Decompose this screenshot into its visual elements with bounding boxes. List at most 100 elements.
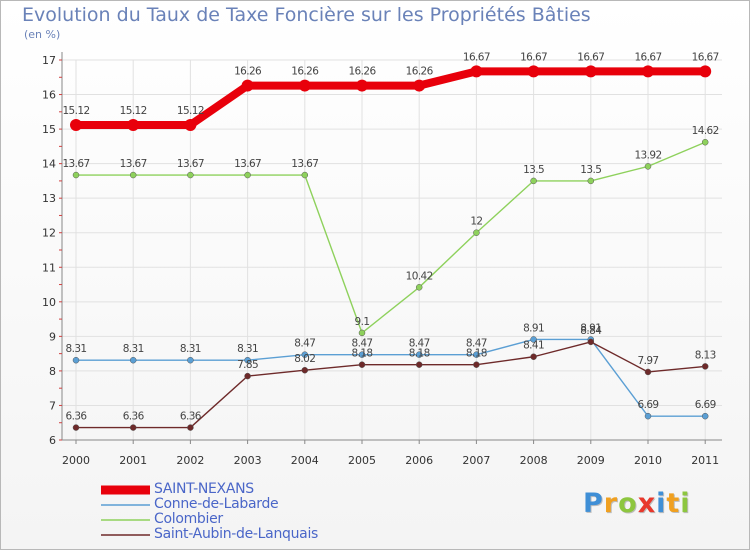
data-point-conne-de-labarde [701, 412, 709, 420]
y-tick-label: 10 [42, 296, 56, 309]
x-tick-label: 2002 [176, 454, 204, 467]
series-lines [70, 65, 712, 431]
x-tick-label: 2008 [520, 454, 548, 467]
data-label-colombier: 10.42 [406, 270, 433, 282]
grid [62, 59, 722, 441]
data-label-saint-nexans: 16.26 [234, 66, 262, 78]
data-label-conne-de-labarde: 8.31 [123, 343, 144, 355]
data-point-conne-de-labarde [129, 356, 137, 364]
data-label-colombier: 13.67 [62, 158, 89, 170]
data-label-colombier: 13.5 [580, 164, 601, 176]
y-tick-label: 12 [42, 227, 56, 240]
x-tick-label: 2003 [234, 454, 262, 467]
data-point-saint-aubin-de-lanquais [473, 361, 480, 368]
data-label-saint-aubin-de-lanquais: 8.02 [294, 353, 315, 365]
data-point-saint-aubin-de-lanquais [301, 366, 309, 374]
data-label-saint-aubin-de-lanquais: 8.41 [523, 340, 544, 352]
data-point-saint-nexans [127, 118, 140, 131]
y-tick-label: 17 [42, 54, 56, 67]
data-label-saint-aubin-de-lanquais: 6.36 [66, 411, 88, 423]
data-label-colombier: 13.92 [634, 149, 661, 161]
data-label-saint-aubin-de-lanquais: 6.36 [123, 411, 145, 423]
data-point-saint-aubin-de-lanquais [72, 424, 80, 431]
data-label-saint-nexans: 16.67 [463, 51, 490, 63]
x-tick-label: 2011 [691, 454, 719, 467]
axes: 6 7 8 9 10 11 12 13 14 15 16 17 2000 2001 2002 2003 2004… [42, 52, 722, 467]
data-label-saint-aubin-de-lanquais: 8.13 [695, 349, 716, 361]
y-tick-label: 8 [49, 365, 56, 378]
data-point-conne-de-labarde [301, 351, 309, 358]
data-point-saint-nexans [356, 79, 368, 92]
data-label-conne-de-labarde: 8.47 [294, 338, 315, 350]
data-point-colombier [72, 171, 80, 179]
data-point-colombier [530, 177, 537, 185]
y-tick-label: 9 [49, 330, 56, 343]
y-axis-unit: (en %) [24, 28, 61, 41]
data-point-conne-de-labarde [644, 412, 652, 420]
data-point-saint-aubin-de-lanquais [358, 361, 366, 368]
data-point-colombier [129, 171, 137, 179]
logo-letter: i [656, 488, 667, 519]
data-point-conne-de-labarde [530, 336, 537, 343]
data-point-colombier [187, 171, 194, 179]
y-tick-label: 16 [42, 89, 56, 102]
data-point-saint-aubin-de-lanquais [587, 338, 595, 346]
data-label-saint-aubin-de-lanquais: 6.36 [180, 411, 202, 423]
legend-label-colombier: Colombier [154, 511, 223, 527]
data-point-conne-de-labarde [187, 356, 194, 364]
data-point-saint-aubin-de-lanquais [701, 363, 709, 370]
data-point-saint-nexans [241, 79, 254, 92]
x-tick-label: 2010 [634, 454, 662, 467]
data-label-conne-de-labarde: 8.47 [466, 338, 487, 350]
data-label-saint-nexans: 16.67 [520, 51, 547, 63]
data-label-saint-nexans: 16.67 [692, 51, 719, 63]
line-chart: 6 7 8 9 10 11 12 13 14 15 16 17 2000 2001 2002 2003 2004… [42, 51, 722, 467]
logo-letter: i [680, 488, 691, 519]
y-tick-label: 15 [42, 123, 56, 136]
data-point-conne-de-labarde [415, 351, 423, 358]
data-label-saint-aubin-de-lanquais: 8.18 [466, 348, 487, 360]
data-label-conne-de-labarde: 8.47 [409, 338, 430, 350]
data-label-saint-nexans: 16.26 [406, 66, 434, 78]
proxiti-logo: Proxiti [583, 488, 691, 519]
data-label-colombier: 13.67 [291, 158, 318, 170]
data-point-saint-nexans [298, 79, 311, 92]
logo-letter: t [666, 488, 681, 519]
data-point-colombier [244, 171, 251, 179]
data-label-saint-nexans: 15.12 [120, 105, 147, 117]
data-point-colombier [473, 229, 480, 236]
data-label-conne-de-labarde: 6.69 [695, 399, 716, 411]
data-label-saint-aubin-de-lanquais: 8.84 [580, 325, 602, 337]
x-tick-label: 2006 [405, 454, 433, 467]
series-line-colombier [75, 141, 706, 334]
data-point-colombier [587, 177, 595, 185]
data-label-colombier: 13.67 [120, 158, 147, 170]
legend-label-saint-aubin-de-lanquais: Saint-Aubin-de-Lanquais [154, 526, 319, 542]
legend-swatch-conne-de-labarde [101, 504, 150, 506]
data-label-conne-de-labarde: 8.31 [66, 343, 87, 355]
data-label-saint-aubin-de-lanquais: 8.18 [352, 348, 373, 360]
y-tick-label: 7 [49, 399, 56, 412]
x-tick-label: 2001 [119, 454, 147, 467]
data-point-saint-nexans [584, 65, 597, 78]
data-label-saint-aubin-de-lanquais: 7.97 [638, 355, 659, 367]
legend-swatch-colombier [101, 519, 150, 521]
data-label-colombier: 13.67 [177, 158, 204, 170]
data-point-colombier [644, 163, 652, 170]
logo-letter: o [618, 488, 638, 519]
data-point-saint-nexans [642, 65, 654, 78]
legend-swatch-saint-aubin-de-lanquais [101, 534, 150, 536]
data-point-saint-aubin-de-lanquais [530, 353, 537, 360]
data-label-conne-de-labarde: 8.91 [523, 322, 544, 334]
data-point-saint-nexans [470, 65, 483, 78]
y-tick-label: 13 [42, 192, 56, 205]
data-label-colombier: 13.5 [523, 164, 544, 176]
data-label-saint-aubin-de-lanquais: 8.18 [409, 348, 430, 360]
data-point-colombier [301, 171, 309, 179]
data-point-colombier [701, 138, 709, 146]
chart-title: Evolution du Taux de Taxe Foncière sur l… [22, 4, 591, 26]
data-label-conne-de-labarde: 8.31 [180, 343, 201, 355]
data-point-saint-aubin-de-lanquais [187, 424, 194, 431]
data-label-saint-nexans: 16.26 [291, 66, 319, 78]
y-tick-label: 11 [42, 261, 56, 274]
